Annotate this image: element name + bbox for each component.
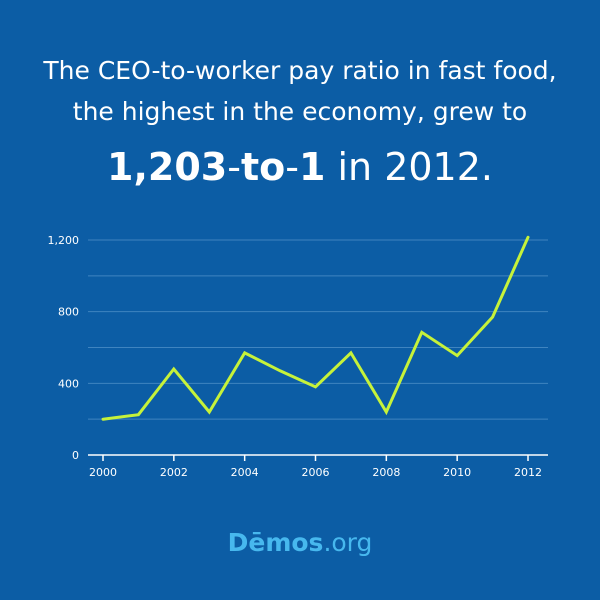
x-tick-label: 2008 <box>372 466 400 479</box>
x-tick-label: 2004 <box>231 466 259 479</box>
ratio-right: 1 <box>298 145 326 189</box>
headline: The CEO-to-worker pay ratio in fast food… <box>0 50 600 190</box>
y-tick-label: 0 <box>72 449 79 462</box>
logo-tld: .org <box>323 528 373 557</box>
series-line <box>101 235 530 421</box>
headline-line-1: The CEO-to-worker pay ratio in fast food… <box>43 56 557 85</box>
x-tick-label: 2012 <box>514 466 542 479</box>
ratio-suffix: in 2012. <box>325 145 493 189</box>
y-tick-label: 400 <box>58 377 79 390</box>
ratio-dash-2: - <box>285 145 299 189</box>
logo-brand: Dēmos <box>227 528 324 557</box>
x-tick-label: 2010 <box>443 466 471 479</box>
y-tick-label: 1,200 <box>48 234 80 247</box>
demos-logo: Dēmos.org <box>0 528 600 557</box>
y-tick-label: 800 <box>58 306 79 319</box>
ratio-left: 1,203 <box>107 145 228 189</box>
x-tick-label: 2000 <box>89 466 117 479</box>
x-tick-label: 2002 <box>160 466 188 479</box>
headline-line-2: the highest in the economy, grew to <box>72 97 528 126</box>
ratio-dash-1: - <box>227 145 241 189</box>
headline-ratio: 1,203-to-1 in 2012. <box>0 144 600 190</box>
ratio-word: to <box>240 145 286 189</box>
x-tick-label: 2006 <box>302 466 330 479</box>
